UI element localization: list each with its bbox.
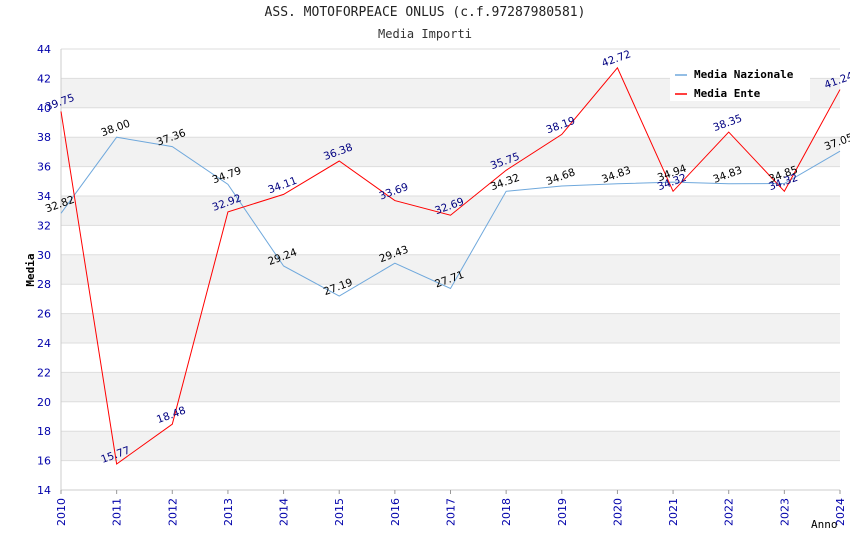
chart-subtitle: Media Importi (378, 27, 472, 41)
data-label: 34.68 (545, 166, 577, 188)
y-tick-label: 34 (37, 190, 51, 203)
x-tick-label: 2015 (333, 498, 346, 526)
legend-box (670, 61, 810, 101)
y-tick-label: 44 (37, 43, 51, 56)
grid-band (61, 431, 840, 461)
series-line-media-ente (60, 66, 841, 465)
x-tick-label: 2021 (667, 498, 680, 526)
data-label: 38.19 (545, 115, 577, 137)
y-tick-label: 16 (37, 455, 51, 468)
series-line-media-nazionale (60, 136, 841, 297)
legend: Media Nazionale Media Ente (670, 61, 810, 101)
y-tick-label: 42 (37, 72, 51, 85)
grid-band (61, 313, 840, 343)
data-label: 18.48 (155, 405, 187, 427)
y-tick-label: 32 (37, 219, 51, 232)
y-tick-label: 20 (37, 396, 51, 409)
y-tick-label: 38 (37, 131, 51, 144)
x-tick-label: 2020 (611, 498, 624, 526)
y-tick-label: 40 (37, 102, 51, 115)
data-label: 42.72 (600, 48, 632, 70)
data-label: 34.83 (600, 164, 632, 186)
x-tick-label: 2012 (166, 498, 179, 526)
data-label: 34.11 (266, 175, 298, 197)
y-axis-title: Media (24, 253, 37, 286)
legend-label: Media Nazionale (694, 68, 794, 81)
y-tick-label: 22 (37, 366, 51, 379)
y-tick-label: 24 (37, 337, 51, 350)
x-tick-label: 2013 (222, 498, 235, 526)
y-tick-label: 28 (37, 278, 51, 291)
x-axis-title: Anno (811, 518, 838, 531)
x-tick-label: 2011 (111, 498, 124, 526)
y-tick-label: 18 (37, 425, 51, 438)
data-label: 39.75 (44, 92, 76, 114)
y-tick-label: 14 (37, 484, 51, 497)
grid-band (61, 196, 840, 226)
grid-bands (61, 78, 840, 461)
data-label: 34.83 (712, 164, 744, 186)
x-tick-label: 2024 (834, 498, 847, 526)
data-label: 38.00 (99, 118, 131, 140)
y-tick-label: 30 (37, 249, 51, 262)
series-lines (60, 66, 841, 465)
x-tick-label: 2019 (556, 498, 569, 526)
x-tick-label: 2023 (778, 498, 791, 526)
y-tick-label: 36 (37, 161, 51, 174)
y-tick-labels: 14 16 18 20 22 24 26 28 30 32 34 36 38 40 42 44 (37, 43, 51, 497)
legend-label: Media Ente (694, 87, 761, 100)
x-tick-label: 2022 (723, 498, 736, 526)
x-tick-labels: 2010 2011 2012 2013 2014 2015 2016 2017 2018 2019… (55, 498, 847, 526)
axes (60, 49, 841, 494)
x-tick-label: 2017 (445, 498, 458, 526)
x-tick-label: 2010 (55, 498, 68, 526)
chart-title: ASS. MOTOFORPEACE ONLUS (c.f.97287980581… (264, 5, 586, 20)
x-tick-label: 2018 (500, 498, 513, 526)
x-tick-label: 2014 (278, 498, 291, 526)
grid-band (61, 254, 840, 285)
y-tick-label: 26 (37, 308, 51, 321)
data-label: 38.35 (712, 112, 744, 134)
grid-band (61, 372, 840, 402)
x-tick-label: 2016 (389, 498, 402, 526)
